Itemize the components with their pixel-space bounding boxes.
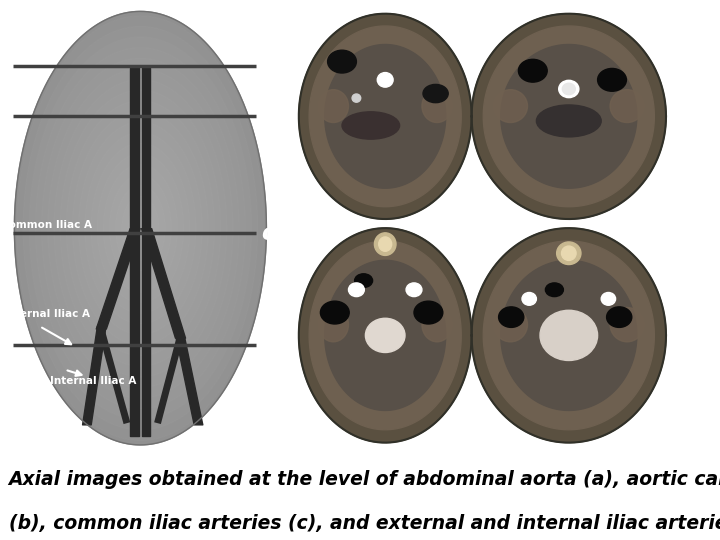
Polygon shape bbox=[501, 44, 637, 188]
Text: c: c bbox=[451, 417, 464, 437]
Polygon shape bbox=[472, 228, 666, 443]
Ellipse shape bbox=[557, 470, 581, 493]
Text: Internal Iliac A: Internal Iliac A bbox=[50, 376, 137, 386]
Ellipse shape bbox=[352, 94, 361, 102]
Polygon shape bbox=[483, 241, 654, 430]
Polygon shape bbox=[14, 11, 266, 445]
Ellipse shape bbox=[557, 242, 581, 265]
Text: c: c bbox=[261, 221, 276, 245]
Text: Axial images obtained at the level of abdominal aorta (a), aortic carrefour: Axial images obtained at the level of ab… bbox=[9, 470, 720, 489]
Ellipse shape bbox=[518, 59, 547, 82]
Ellipse shape bbox=[318, 90, 348, 123]
Ellipse shape bbox=[414, 301, 443, 324]
Ellipse shape bbox=[601, 293, 616, 305]
Ellipse shape bbox=[559, 80, 579, 98]
Text: d: d bbox=[648, 417, 662, 437]
Ellipse shape bbox=[422, 90, 452, 123]
Text: d: d bbox=[261, 333, 278, 356]
Ellipse shape bbox=[320, 301, 349, 324]
Text: External Iliac A: External Iliac A bbox=[1, 309, 91, 319]
Ellipse shape bbox=[377, 72, 393, 87]
Ellipse shape bbox=[422, 307, 452, 342]
Ellipse shape bbox=[540, 310, 598, 361]
Text: a: a bbox=[261, 54, 276, 78]
Ellipse shape bbox=[606, 307, 632, 327]
Ellipse shape bbox=[598, 69, 626, 91]
Ellipse shape bbox=[562, 83, 575, 94]
Polygon shape bbox=[501, 260, 637, 410]
Text: Common Iliac A: Common Iliac A bbox=[1, 220, 92, 231]
Ellipse shape bbox=[406, 283, 422, 296]
Ellipse shape bbox=[318, 307, 348, 342]
Ellipse shape bbox=[610, 307, 644, 342]
Polygon shape bbox=[299, 228, 472, 443]
Polygon shape bbox=[472, 14, 666, 219]
Polygon shape bbox=[309, 26, 462, 207]
Ellipse shape bbox=[374, 461, 396, 484]
Ellipse shape bbox=[562, 246, 576, 260]
Ellipse shape bbox=[355, 274, 373, 287]
Ellipse shape bbox=[493, 90, 528, 123]
Text: (b), common iliac arteries (c), and external and internal iliac arteries (d): (b), common iliac arteries (c), and exte… bbox=[9, 514, 720, 533]
Ellipse shape bbox=[493, 307, 528, 342]
Ellipse shape bbox=[374, 233, 396, 255]
Polygon shape bbox=[325, 44, 446, 188]
Text: b: b bbox=[261, 104, 278, 129]
Polygon shape bbox=[325, 260, 446, 410]
Polygon shape bbox=[483, 26, 654, 207]
Ellipse shape bbox=[498, 307, 524, 327]
Ellipse shape bbox=[610, 90, 644, 123]
Ellipse shape bbox=[379, 465, 392, 480]
Ellipse shape bbox=[423, 84, 448, 103]
Ellipse shape bbox=[366, 318, 405, 353]
Ellipse shape bbox=[562, 474, 576, 489]
Polygon shape bbox=[299, 14, 472, 219]
Ellipse shape bbox=[379, 237, 392, 251]
Ellipse shape bbox=[522, 293, 536, 305]
Ellipse shape bbox=[328, 50, 356, 73]
Text: a: a bbox=[451, 193, 464, 213]
Ellipse shape bbox=[546, 283, 563, 296]
Ellipse shape bbox=[536, 105, 601, 137]
Text: b: b bbox=[648, 193, 662, 213]
Ellipse shape bbox=[342, 112, 400, 139]
Ellipse shape bbox=[348, 283, 364, 296]
Polygon shape bbox=[309, 241, 462, 430]
